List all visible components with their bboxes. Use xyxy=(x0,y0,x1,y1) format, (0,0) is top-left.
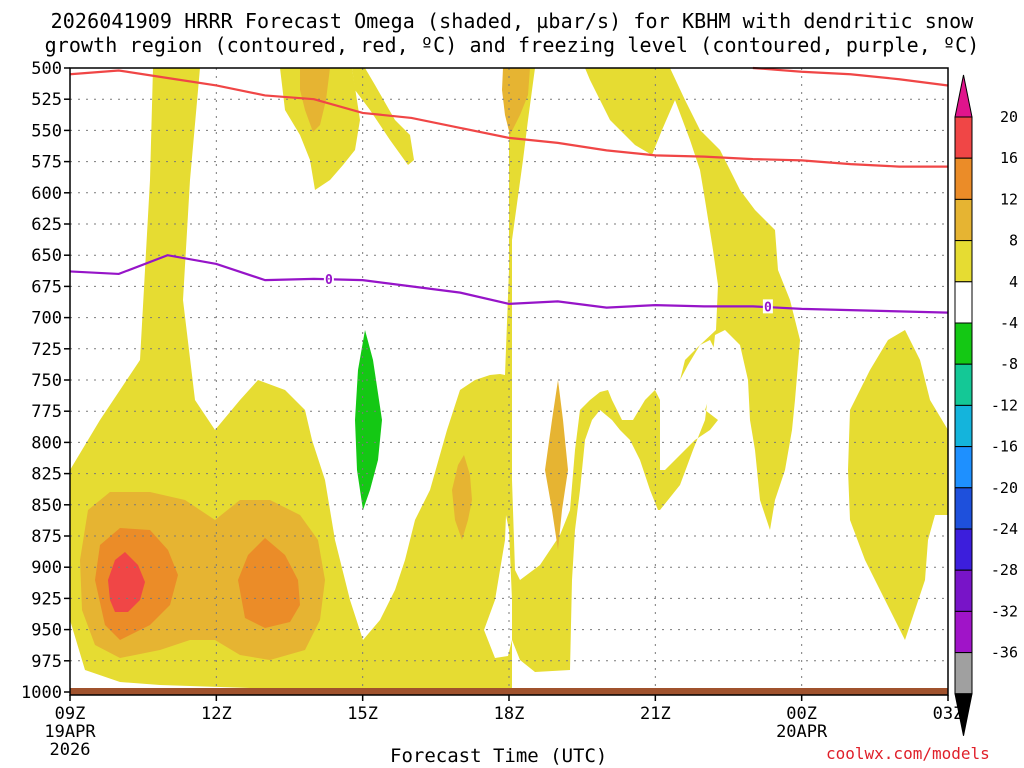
y-tick-label: 525 xyxy=(31,90,62,110)
x-tick-label: 18Z xyxy=(494,704,525,724)
x-tick-label: 09Z xyxy=(55,704,86,724)
colorbar-label: -28 xyxy=(991,561,1018,579)
freezing-level-contour xyxy=(69,254,949,314)
colorbar-label: -24 xyxy=(991,520,1018,538)
y-tick-label: 875 xyxy=(31,527,62,547)
x-axis-label: Forecast Time (UTC) xyxy=(390,745,608,767)
x-tick-label: 03Z xyxy=(933,704,964,724)
y-tick-label: 900 xyxy=(31,558,62,578)
omega-region-12-16 xyxy=(238,538,300,628)
y-axis-ticks: 500 525 550 575 600 625 650 675 700 725 750 775 800 8… xyxy=(21,59,70,703)
colorbar-segment xyxy=(954,116,973,159)
colorbar-segment xyxy=(954,198,973,242)
y-tick-label: 925 xyxy=(31,589,62,609)
freezing-label-bg xyxy=(323,271,334,286)
colorbar-segment xyxy=(954,281,973,324)
dgz-contour xyxy=(69,69,948,168)
y-tick-label: 775 xyxy=(31,402,62,422)
colorbar-segment xyxy=(954,404,973,448)
omega-region-8-12 xyxy=(545,380,568,550)
omega-hole xyxy=(680,340,716,410)
y-tick-label: 550 xyxy=(31,121,62,141)
y-tick-label: 750 xyxy=(31,371,62,391)
y-tick-label: 625 xyxy=(31,215,62,235)
y-tick-label: 700 xyxy=(31,309,62,329)
x-tick-date: 19APR xyxy=(44,722,96,742)
colorbar-label: -8 xyxy=(1000,355,1018,373)
colorbar-label: -36 xyxy=(991,644,1018,662)
y-tick-label: 975 xyxy=(31,652,62,672)
colorbar-segment xyxy=(954,363,973,406)
colorbar-segment xyxy=(954,610,973,654)
y-tick-label: 825 xyxy=(31,465,62,485)
colorbar-label: -12 xyxy=(991,396,1018,414)
omega-shading xyxy=(70,68,948,692)
colorbar-label: -4 xyxy=(1000,314,1018,332)
x-tick-label: 15Z xyxy=(347,704,378,724)
x-tick-year: 2026 xyxy=(50,740,91,760)
freezing-label: 0 xyxy=(764,300,772,315)
y-tick-label: 1000 xyxy=(21,683,62,703)
grid xyxy=(70,68,948,692)
y-tick-label: 575 xyxy=(31,153,62,173)
colorbar-label: -32 xyxy=(991,602,1018,620)
x-tick-label: 00Z xyxy=(786,704,817,724)
omega-region-4-8 xyxy=(848,330,948,640)
colorbar-bottom-arrow xyxy=(954,693,973,736)
colorbar-segment xyxy=(954,240,973,283)
dgz-contour-upper xyxy=(752,66,949,87)
chart-title-line2: growth region (contoured, red, ºC) and f… xyxy=(44,33,980,57)
colorbar-label: 20 xyxy=(1000,108,1018,126)
colorbar-label: 8 xyxy=(1009,232,1018,250)
colorbar-label: 16 xyxy=(1000,149,1018,167)
colorbar-label: -20 xyxy=(991,479,1018,497)
y-tick-label: 725 xyxy=(31,340,62,360)
y-tick-label: 650 xyxy=(31,246,62,266)
y-tick-label: 950 xyxy=(31,621,62,641)
colorbar-segment xyxy=(954,322,973,365)
colorbar-segment xyxy=(954,446,973,489)
y-tick-label: 800 xyxy=(31,433,62,453)
x-tick-label: 12Z xyxy=(201,704,232,724)
colorbar-segment xyxy=(954,528,973,571)
colorbar-label: 4 xyxy=(1009,273,1018,291)
colorbar-top-arrow xyxy=(954,74,973,118)
x-tick-label: 21Z xyxy=(640,704,671,724)
freezing-label-bg xyxy=(762,299,773,314)
omega-region-neg4-neg8 xyxy=(355,330,382,510)
freezing-label: 0 xyxy=(325,273,333,288)
credit-link[interactable]: coolwx.com/models xyxy=(826,744,990,763)
colorbar-label: 12 xyxy=(1000,190,1018,208)
ground-strip xyxy=(70,688,948,695)
y-tick-label: 850 xyxy=(31,496,62,516)
omega-region-4-8 xyxy=(352,68,414,165)
colorbar-segment xyxy=(954,157,973,200)
colorbar-segment xyxy=(954,652,973,695)
colorbar-label: -16 xyxy=(991,438,1018,456)
y-tick-label: 500 xyxy=(31,59,62,79)
x-tick-date: 20APR xyxy=(776,722,828,742)
omega-region-8-12 xyxy=(452,455,472,540)
y-tick-label: 600 xyxy=(31,184,62,204)
colorbar-segment xyxy=(954,569,973,612)
chart-title-line1: 2026041909 HRRR Forecast Omega (shaded, … xyxy=(50,9,974,33)
colorbar-segment xyxy=(954,487,973,530)
y-tick-label: 675 xyxy=(31,277,62,297)
colorbar: 20 16 12 8 4 -4 -8 -12 -16 -20 -24 -28 -32 -36 xyxy=(954,74,1018,736)
freezing-level-labels: 00 xyxy=(323,271,773,315)
omega-hole xyxy=(484,515,512,658)
